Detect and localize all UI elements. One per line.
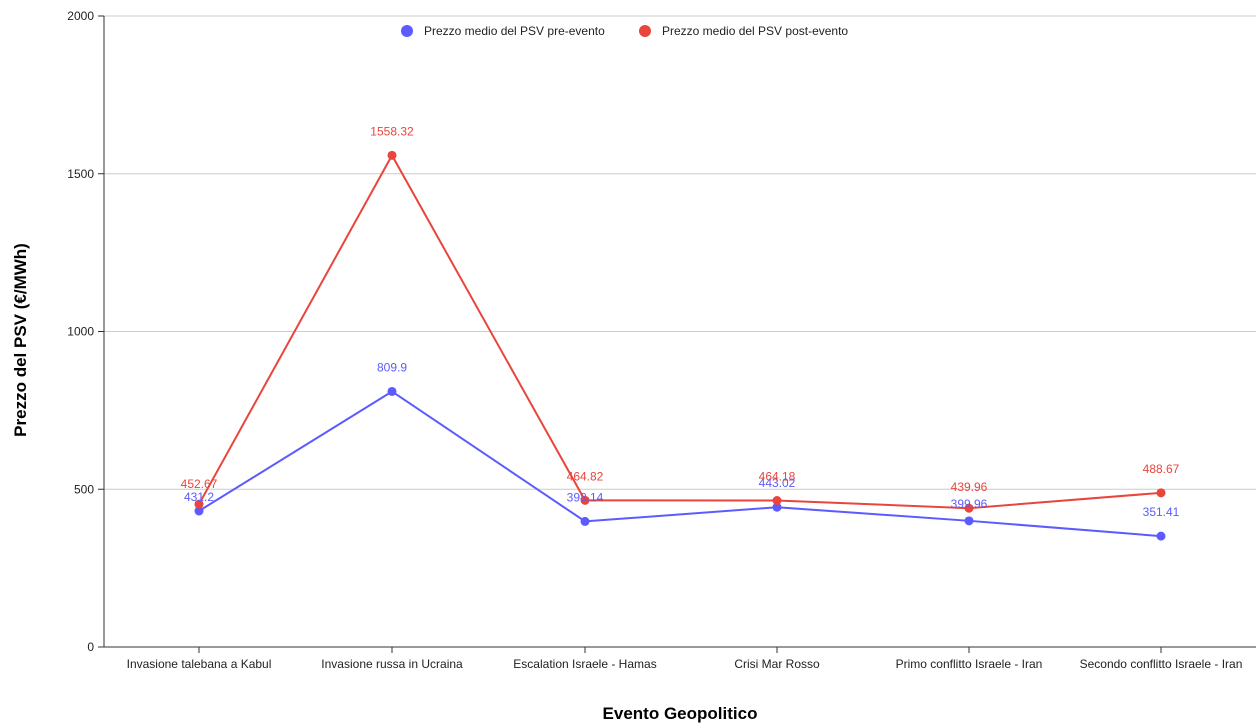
data-point	[194, 499, 204, 509]
x-tick-label: Invasione russa in Ucraina	[321, 657, 463, 671]
data-label: 398.14	[567, 490, 604, 504]
data-label: 399.96	[951, 497, 988, 511]
y-axis-title: Prezzo del PSV (€/MWh)	[11, 243, 30, 437]
data-label: 452.67	[181, 477, 218, 491]
y-tick-label: 500	[74, 482, 94, 496]
x-tick-label: Primo conflitto Israele - Iran	[896, 657, 1043, 671]
data-label: 809.9	[377, 360, 407, 374]
y-tick-label: 0	[87, 640, 94, 654]
legend-marker	[639, 25, 651, 37]
y-tick-label: 1500	[67, 167, 94, 181]
data-label: 443.02	[759, 476, 796, 490]
data-point	[580, 516, 590, 526]
x-tick-label: Crisi Mar Rosso	[734, 657, 820, 671]
data-label: 464.18	[759, 470, 796, 484]
series-line	[198, 153, 1162, 510]
data-point	[1156, 488, 1166, 498]
legend-label: Prezzo medio del PSV pre-evento	[424, 24, 605, 38]
series-line	[198, 390, 1162, 538]
data-point	[772, 496, 782, 506]
axes: 0 500 1000 1500 2000 Invasione talebana a Kab…	[67, 9, 1256, 671]
x-axis-title: Evento Geopolitico	[603, 704, 758, 723]
data-point	[964, 516, 974, 526]
series-lines	[194, 150, 1166, 541]
x-tick-label: Escalation Israele - Hamas	[513, 657, 656, 671]
data-label: 431.2	[184, 490, 214, 504]
data-labels: 431.2 809.9 398.14 443.02 399.96 351.41 452.67…	[181, 124, 1180, 519]
data-label: 1558.32	[370, 124, 414, 138]
legend: Prezzo medio del PSV pre-evento Prezzo me…	[401, 24, 848, 38]
data-label: 464.82	[567, 469, 604, 483]
gridlines	[104, 15, 1256, 490]
data-point	[194, 506, 204, 516]
data-point	[1156, 531, 1166, 541]
data-point	[387, 150, 397, 160]
data-label: 439.96	[951, 480, 988, 494]
y-tick-label: 2000	[67, 9, 94, 23]
legend-label: Prezzo medio del PSV post-evento	[662, 24, 848, 38]
data-point	[580, 495, 590, 505]
y-tick-label: 1000	[67, 325, 94, 339]
data-label: 488.67	[1143, 462, 1180, 476]
data-label: 351.41	[1143, 505, 1180, 519]
x-tick-label: Invasione talebana a Kabul	[127, 657, 272, 671]
data-point	[772, 502, 782, 512]
x-tick-label: Secondo conflitto Israele - Iran	[1080, 657, 1243, 671]
data-point	[964, 503, 974, 513]
data-point	[387, 386, 397, 396]
legend-marker	[401, 25, 413, 37]
